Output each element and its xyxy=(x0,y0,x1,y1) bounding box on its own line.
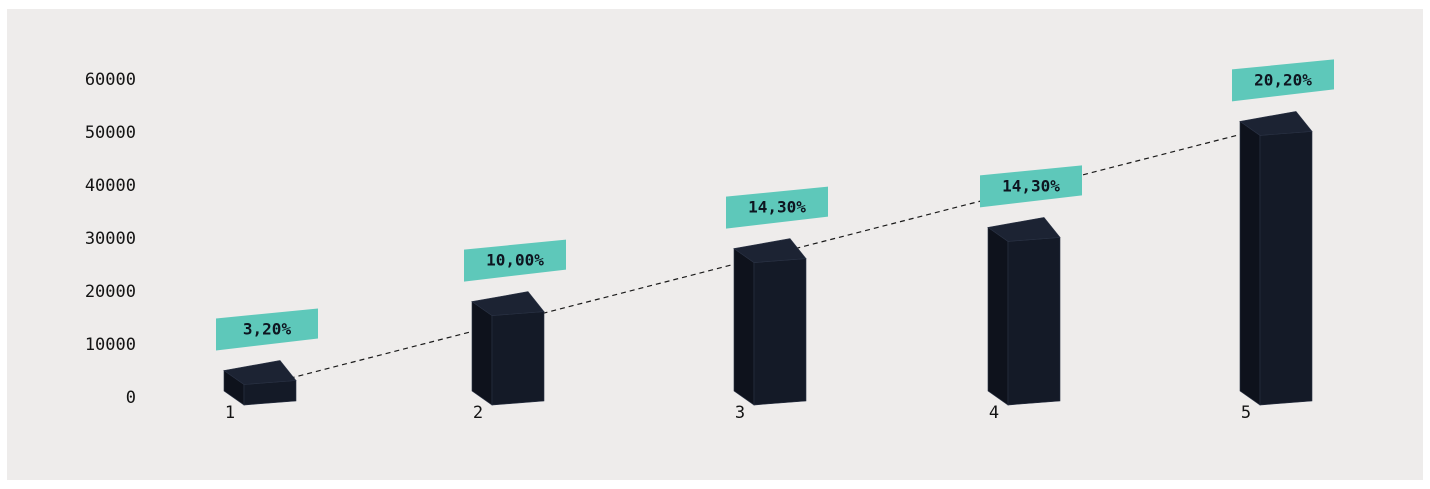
bars xyxy=(223,111,1313,406)
data-label-text: 10,00% xyxy=(486,251,544,270)
x-axis: 1 2 3 4 5 xyxy=(225,403,1251,423)
bar-front-face xyxy=(1007,237,1061,406)
bar-side-face xyxy=(1239,120,1261,406)
bar-front-face xyxy=(491,311,545,406)
data-label-bg xyxy=(216,308,318,351)
y-tick-label: 40000 xyxy=(85,176,136,196)
x-tick-label: 4 xyxy=(989,403,999,423)
x-tick-label: 2 xyxy=(473,403,483,423)
y-axis: 0 10000 20000 30000 40000 50000 60000 xyxy=(85,70,136,408)
data-label-bg xyxy=(464,239,566,282)
data-label: 14,30% xyxy=(726,186,828,229)
data-label-text: 3,20% xyxy=(243,320,292,339)
data-label-bg xyxy=(1232,59,1334,102)
bar-chart: 0 10000 20000 30000 40000 50000 60000 3,20% 10,… xyxy=(85,59,1334,423)
bar-front-face xyxy=(753,258,807,406)
y-tick-label: 30000 xyxy=(85,229,136,249)
data-label: 3,20% xyxy=(216,308,318,351)
bar-side-face xyxy=(471,301,493,406)
bar-top-face xyxy=(733,238,807,263)
data-label: 14,30% xyxy=(980,165,1082,208)
x-tick-label: 3 xyxy=(735,403,745,423)
data-label: 20,20% xyxy=(1232,59,1334,102)
chart-card: 0 10000 20000 30000 40000 50000 60000 3,20% 10,… xyxy=(7,9,1423,480)
bar-side-face xyxy=(987,226,1009,406)
x-tick-label: 5 xyxy=(1241,403,1251,423)
bar-top-face xyxy=(223,360,297,385)
data-label: 10,00% xyxy=(464,239,566,282)
bar-top-face xyxy=(1239,111,1313,136)
bar xyxy=(1239,111,1313,406)
data-label-text: 14,30% xyxy=(1002,176,1060,195)
y-tick-label: 0 xyxy=(126,388,136,408)
bar xyxy=(987,217,1061,406)
bar-top-face xyxy=(471,291,545,316)
data-label-bg xyxy=(980,165,1082,208)
bar-side-face xyxy=(733,248,755,406)
bar xyxy=(733,238,807,406)
y-tick-label: 10000 xyxy=(85,335,136,355)
y-tick-label: 60000 xyxy=(85,70,136,90)
y-tick-label: 20000 xyxy=(85,282,136,302)
x-tick-label: 1 xyxy=(225,403,235,423)
data-label-text: 14,30% xyxy=(748,198,806,217)
bar-top-face xyxy=(987,217,1061,242)
bar xyxy=(223,360,297,406)
data-label-text: 20,20% xyxy=(1254,70,1312,89)
data-label-bg xyxy=(726,186,828,229)
bar xyxy=(471,291,545,406)
y-tick-label: 50000 xyxy=(85,123,136,143)
data-labels: 3,20% 10,00% 14,30% 14,30% 20,20% xyxy=(216,59,1334,351)
bar-front-face xyxy=(1259,131,1313,406)
